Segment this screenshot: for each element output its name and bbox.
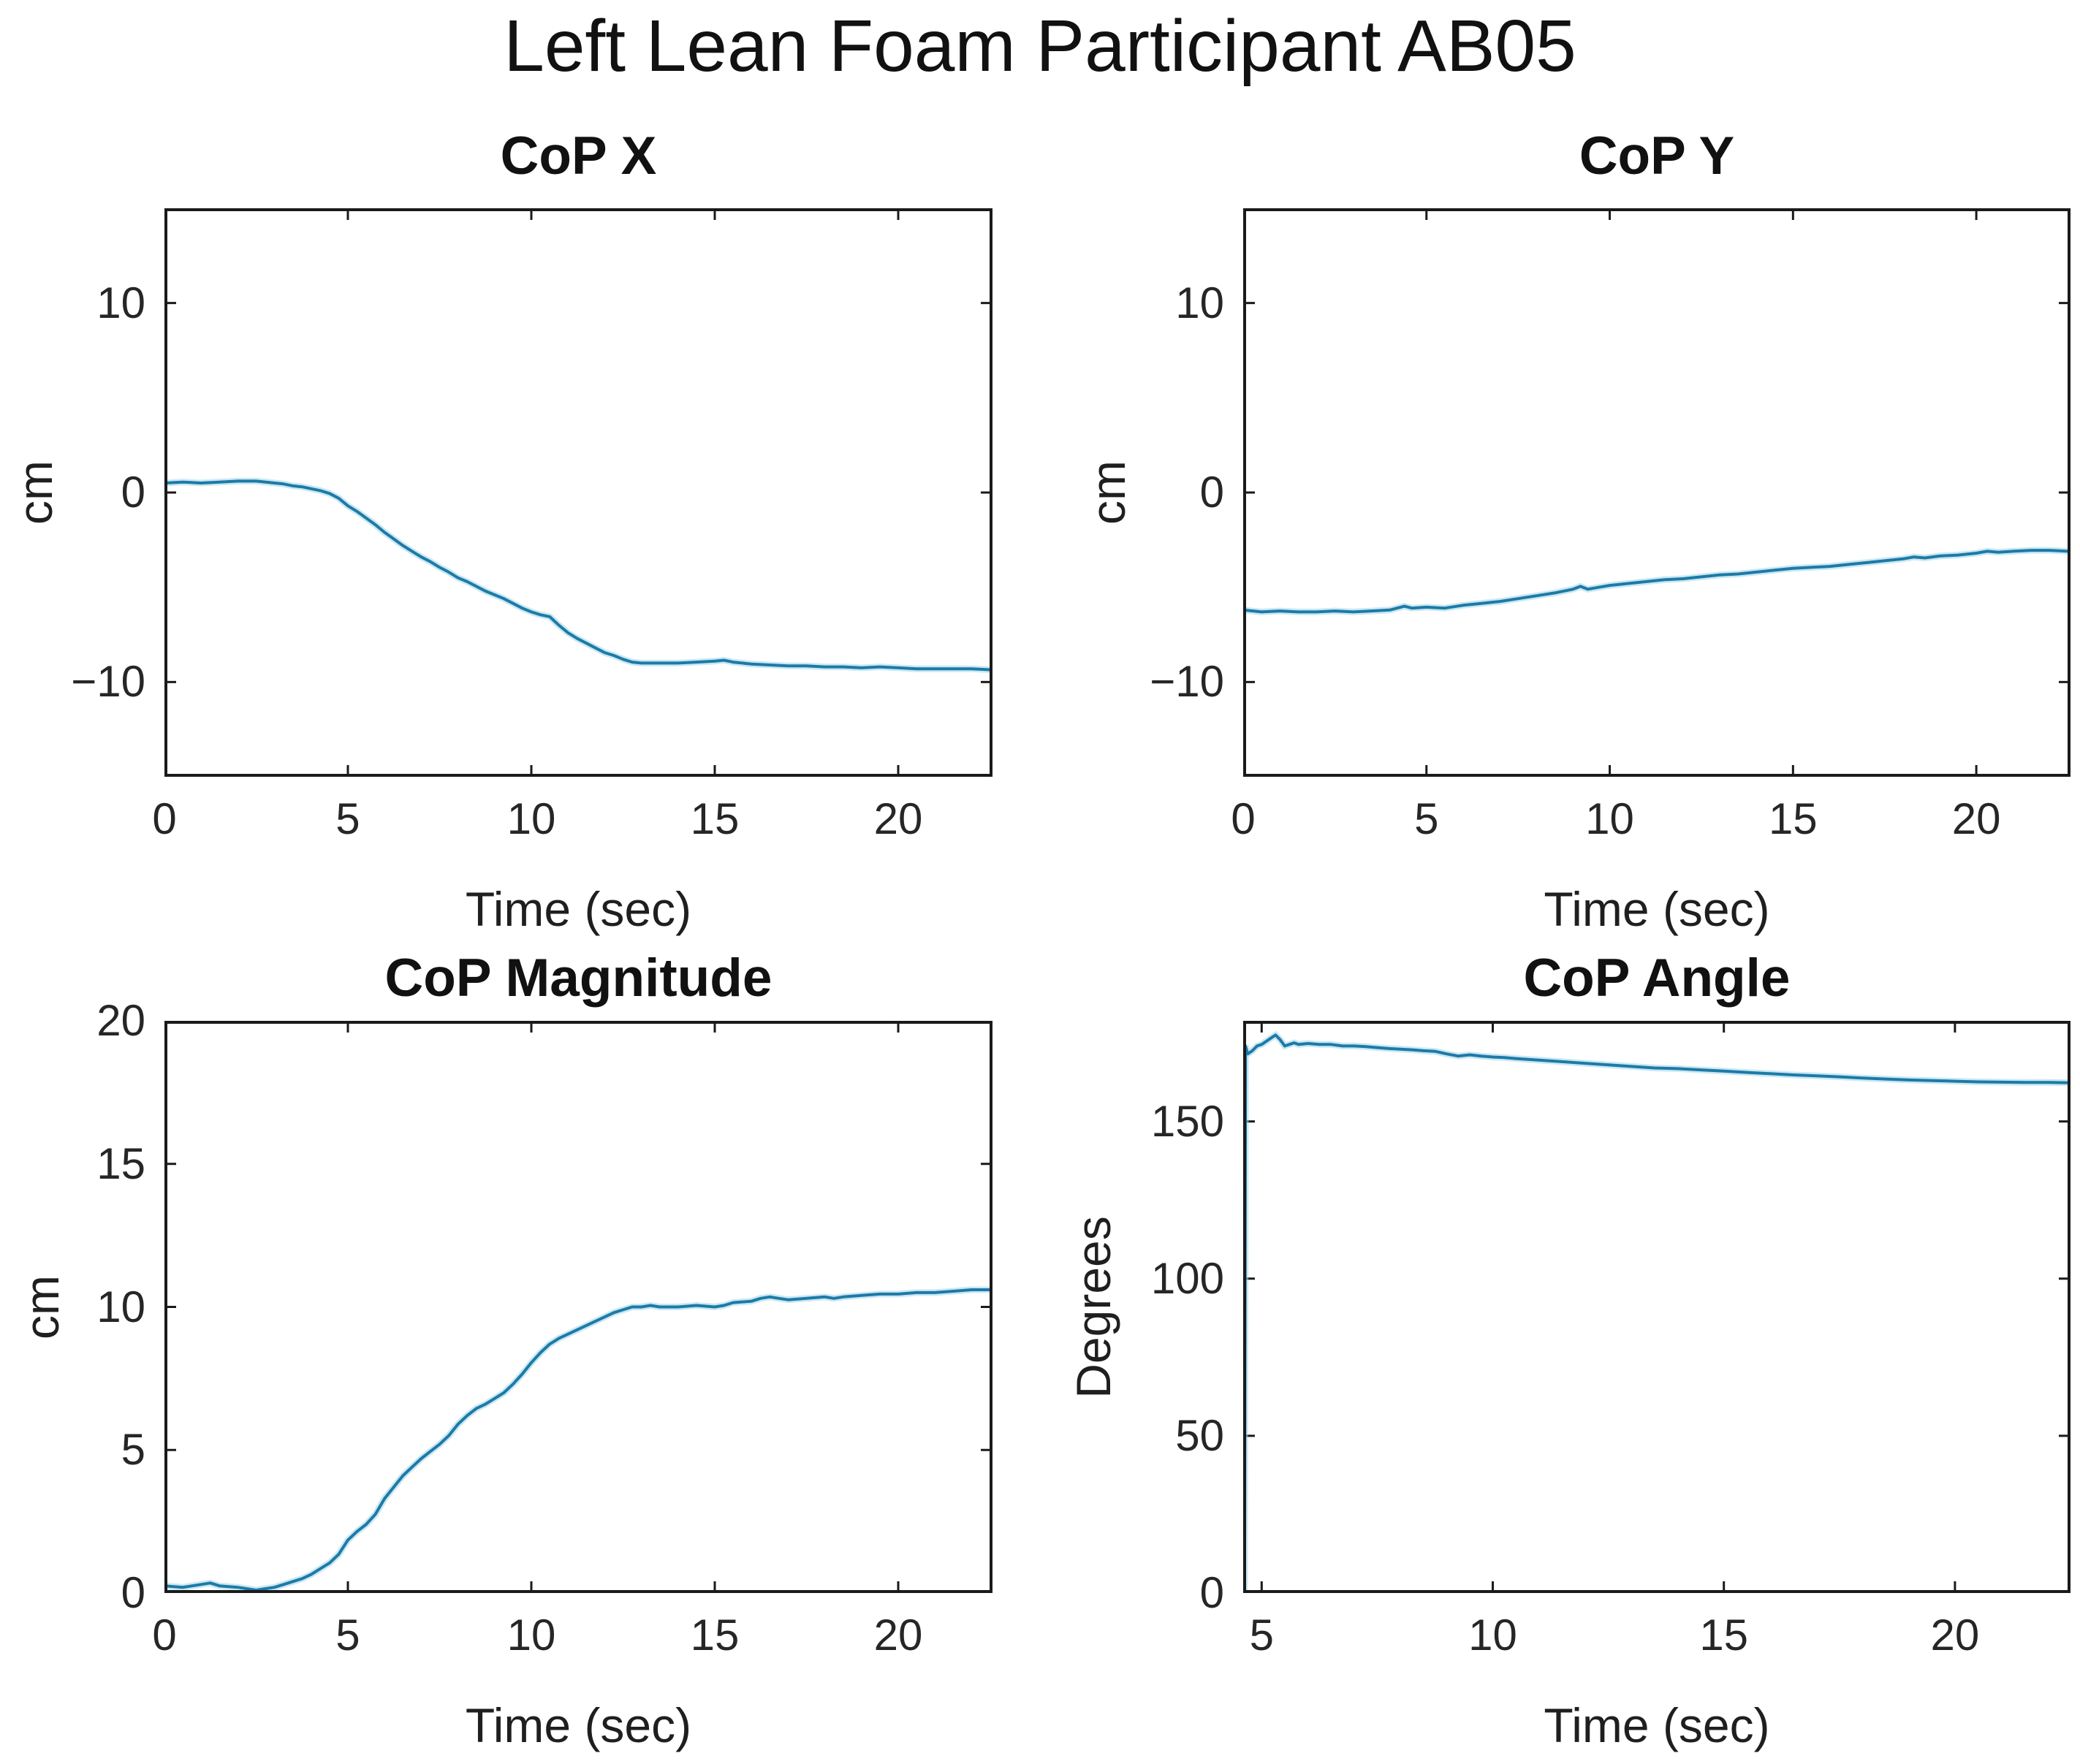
x-tick-label: 20: [1951, 794, 2001, 843]
subplot-cop-magnitude: CoP Magnitude cm Time (sec) 0 5 10 15 20 0 5 10…: [15, 951, 992, 1749]
x-tick-label: 5: [335, 1611, 360, 1660]
subplot-title: CoP Y: [1579, 126, 1735, 186]
axes-box: [1243, 208, 2070, 777]
y-axis-label: cm: [15, 1274, 69, 1339]
subplot-cop-y: CoP Y cm Time (sec) 0 5 10 15 20 10 0 −10: [1081, 129, 2070, 933]
y-tick-label: 0: [1199, 1568, 1224, 1617]
tick-marks: [1243, 208, 2070, 777]
x-axis-label: Time (sec): [1544, 882, 1770, 936]
tick-marks: [164, 1021, 992, 1593]
x-tick-label: 10: [1585, 794, 1634, 843]
y-tick-label: −10: [71, 657, 145, 707]
plot-area: [1243, 208, 2070, 777]
x-tick-label: 20: [873, 1611, 923, 1660]
x-tick-label: 15: [690, 794, 740, 843]
y-axis-label: Degrees: [1066, 1215, 1120, 1399]
y-tick-label: −10: [1150, 657, 1224, 707]
subplot-title: CoP Magnitude: [384, 948, 773, 1008]
y-tick-label: 100: [1150, 1253, 1224, 1303]
x-tick-label: 0: [152, 794, 177, 843]
x-tick-label: 20: [1930, 1611, 1980, 1660]
y-axis-label: cm: [1081, 460, 1135, 525]
tick-marks: [1243, 1021, 2070, 1593]
tick-marks: [164, 208, 992, 777]
subplot-title: CoP X: [500, 126, 657, 186]
axes-box: [164, 208, 992, 777]
y-tick-label: 20: [96, 996, 145, 1045]
plot-area: [164, 208, 992, 777]
x-tick-label: 15: [1768, 794, 1818, 843]
y-tick-label: 150: [1150, 1096, 1224, 1146]
figure-title: Left Lean Foam Participant AB05: [504, 5, 1576, 87]
y-tick-label: 15: [96, 1138, 145, 1188]
plot-area: [164, 1021, 992, 1593]
x-tick-label: 5: [1249, 1611, 1274, 1660]
axes-box: [164, 1021, 992, 1593]
y-tick-label: 5: [121, 1425, 145, 1475]
x-axis-label: Time (sec): [465, 1698, 692, 1752]
y-tick-label: 50: [1175, 1410, 1224, 1460]
y-tick-label: 10: [1175, 278, 1224, 327]
x-tick-label: 0: [1231, 794, 1256, 843]
subplot-cop-x: CoP X cm Time (sec) 0 5 10 15 20 10 0 −10: [8, 129, 992, 933]
y-tick-label: 10: [96, 1282, 145, 1331]
x-tick-label: 5: [335, 794, 360, 843]
x-tick-label: 0: [152, 1611, 177, 1660]
axes-box: [1243, 1021, 2070, 1593]
subplot-title: CoP Angle: [1523, 948, 1791, 1008]
x-tick-label: 5: [1414, 794, 1439, 843]
y-axis-label: cm: [8, 460, 62, 525]
plot-area: [1243, 1021, 2070, 1593]
x-tick-label: 10: [1468, 1611, 1517, 1660]
x-tick-label: 15: [1699, 1611, 1749, 1660]
y-tick-label: 0: [121, 468, 145, 517]
x-tick-label: 10: [506, 1611, 556, 1660]
y-tick-label: 10: [96, 278, 145, 327]
x-axis-label: Time (sec): [465, 882, 692, 936]
x-tick-label: 10: [506, 794, 556, 843]
y-tick-label: 0: [1199, 468, 1224, 517]
x-tick-label: 20: [873, 794, 923, 843]
x-tick-label: 15: [690, 1611, 740, 1660]
y-tick-label: 0: [121, 1568, 145, 1617]
x-axis-label: Time (sec): [1544, 1698, 1770, 1752]
subplot-cop-angle: CoP Angle Degrees Time (sec) 5 10 15 20 0 50 1…: [1066, 951, 2070, 1749]
